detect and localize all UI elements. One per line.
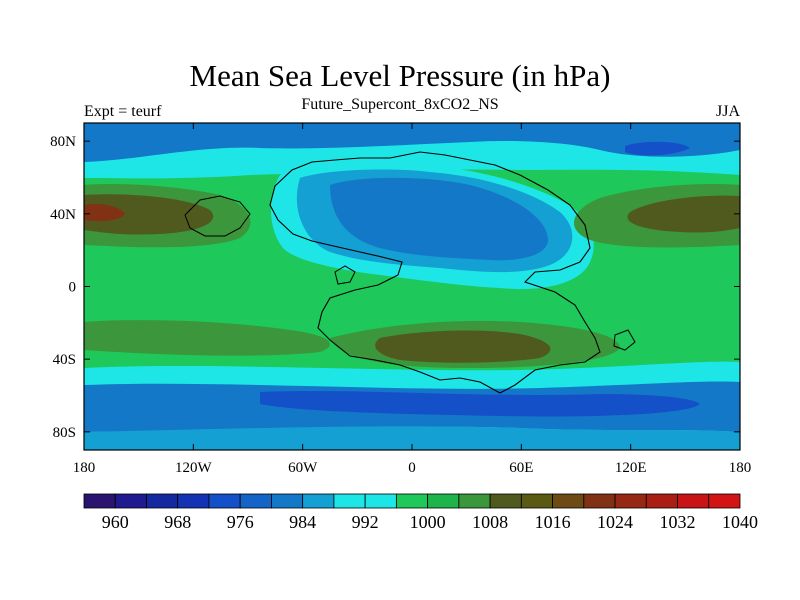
colorbar-swatch — [302, 493, 335, 509]
experiment-label: Expt = teurf — [84, 103, 162, 120]
colorbar-swatch — [614, 493, 647, 509]
colorbar-swatch — [208, 493, 241, 509]
colorbar-swatch — [239, 493, 272, 509]
low-north-pacific — [625, 141, 690, 156]
colorbar-swatch — [114, 493, 147, 509]
continent-outline — [269, 151, 601, 394]
high-south-west — [84, 320, 330, 356]
high-south-east-inner — [375, 330, 551, 363]
island-central — [334, 265, 356, 285]
colorbar-swatch — [395, 493, 429, 509]
high-east-inner — [627, 195, 740, 233]
colorbar-label: 1016 — [535, 512, 571, 532]
island-west — [184, 195, 251, 237]
colorbar-swatch — [271, 493, 304, 509]
map-title: Mean Sea Level Pressure (in hPa) — [189, 58, 611, 93]
longitude-ticks: 180 120W 60W 0 60E 120E 180 — [73, 123, 752, 476]
lon-tick-label: 120W — [175, 460, 213, 476]
colorbar: 960 968 976 984 992 1000 1008 1016 1024 1032 1040 — [83, 493, 758, 532]
lat-tick-label: 80S — [53, 425, 76, 441]
colorbar-label: 1008 — [472, 512, 508, 532]
lon-tick-label: 180 — [73, 460, 96, 476]
colorbar-swatch — [333, 493, 366, 509]
colorbar-swatch — [552, 493, 585, 509]
colorbar-swatch — [583, 493, 616, 509]
colorbar-label: 1040 — [722, 512, 758, 532]
colorbar-label: 992 — [352, 512, 379, 532]
colorbar-label: 1024 — [597, 512, 633, 532]
colorbar-label: 1032 — [660, 512, 696, 532]
lon-tick-label: 60W — [288, 460, 318, 476]
lon-tick-label: 60E — [509, 460, 533, 476]
lon-tick-label: 0 — [408, 460, 416, 476]
colorbar-swatch — [83, 493, 116, 509]
band-north-blue — [84, 123, 740, 162]
lat-tick-label: 80N — [50, 134, 76, 150]
high-west-inner — [84, 194, 214, 235]
colorbar-swatch — [177, 493, 210, 509]
season-label: JJA — [715, 103, 740, 120]
lat-tick-label: 0 — [69, 280, 77, 296]
low-continent-inner — [330, 177, 549, 261]
colorbar-swatch — [708, 493, 741, 509]
lat-tick-label: 40S — [53, 352, 76, 368]
high-west-core — [84, 204, 125, 222]
south-band-core — [260, 391, 700, 417]
colorbar-label: 984 — [289, 512, 316, 532]
colorbar-label: 960 — [102, 512, 129, 532]
island-east — [613, 329, 636, 351]
colorbar-swatch — [520, 493, 553, 509]
colorbar-label: 1000 — [410, 512, 446, 532]
latitude-ticks: 80N 40N 0 40S 80S — [50, 134, 740, 441]
contour-field — [84, 123, 740, 450]
lon-tick-label: 180 — [729, 460, 752, 476]
colorbar-swatch — [489, 493, 522, 509]
lat-tick-label: 40N — [50, 207, 76, 223]
map-subtitle: Future_Supercont_8xCO2_NS — [301, 96, 499, 113]
south-polar-band — [84, 426, 740, 450]
colorbar-swatch — [458, 493, 491, 509]
colorbar-swatch — [427, 493, 460, 509]
colorbar-swatch — [146, 493, 179, 509]
colorbar-label: 976 — [227, 512, 254, 532]
colorbar-swatch — [364, 493, 397, 509]
colorbar-swatch — [677, 493, 710, 509]
colorbar-swatch — [645, 493, 678, 509]
colorbar-label: 968 — [164, 512, 191, 532]
lon-tick-label: 120E — [615, 460, 647, 476]
